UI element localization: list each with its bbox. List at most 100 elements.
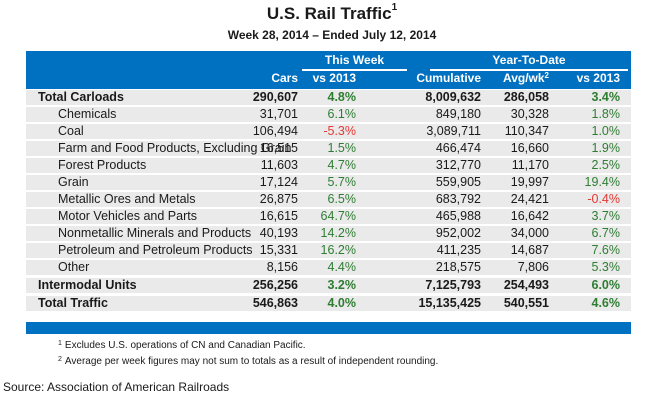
table-row: Nonmetallic Minerals and Products 40,193 1…: [26, 226, 631, 241]
cell-cars: 15,331: [259, 243, 298, 257]
cell-vs2013-ytd: 5.3%: [591, 260, 621, 274]
row-label: Motor Vehicles and Parts: [58, 209, 197, 223]
group-label: Year-To-Date: [492, 53, 566, 67]
table-row: Metallic Ores and Metals 26,875 6.5% 683,79…: [26, 192, 631, 207]
cell-avg-wk: 24,421: [510, 192, 549, 206]
cell-cars: 546,863: [252, 296, 298, 310]
cell-vs2013-week: 4.4%: [327, 260, 357, 274]
table-row: Grain 17,124 5.7% 559,905 19,997 19.4%: [26, 175, 631, 190]
cell-avg-wk: 30,328: [510, 107, 549, 121]
row-label: Petroleum and Petroleum Products: [58, 243, 253, 257]
cell-vs2013-week: 4.7%: [327, 158, 357, 172]
cell-cars: 8,156: [266, 260, 298, 274]
col-header-vs2013-ytd: vs 2013: [576, 71, 620, 85]
cell-avg-wk: 16,642: [510, 209, 549, 223]
table-row: Coal 106,494 -5.3% 3,089,711 110,347 1.0%: [26, 124, 631, 139]
title-text: U.S. Rail Traffic: [266, 4, 392, 23]
table-header: This Week Year-To-Date Cars vs 2013 Cumu…: [26, 51, 631, 89]
cell-cumulative: 465,988: [435, 209, 481, 223]
cell-cumulative: 218,575: [435, 260, 481, 274]
row-label: Total Carloads: [38, 90, 124, 104]
footnote-2: 2 Average per week figures may not sum to…: [58, 356, 438, 367]
cell-cumulative: 7,125,793: [425, 278, 481, 292]
cell-cars: 31,701: [259, 107, 298, 121]
cell-cars: 40,193: [259, 226, 298, 240]
cell-cars: 17,124: [259, 175, 298, 189]
cell-cars: 16,615: [259, 209, 298, 223]
cell-avg-wk: 19,997: [510, 175, 549, 189]
cell-avg-wk: 14,687: [510, 243, 549, 257]
cell-vs2013-ytd: 3.7%: [591, 209, 621, 223]
footnote-text: Excludes U.S. operations of CN and Canad…: [64, 340, 306, 351]
page-subtitle: Week 28, 2014 – Ended July 12, 2014: [227, 28, 437, 42]
table-footer-bar: [26, 322, 631, 334]
footnote-text: Average per week figures may not sum to …: [64, 356, 439, 367]
cell-vs2013-week: 4.0%: [327, 296, 357, 310]
table-row: Farm and Food Products, Excluding Grain 1…: [26, 141, 631, 156]
table-row: Petroleum and Petroleum Products 15,331 16…: [26, 243, 631, 258]
cell-avg-wk: 254,493: [503, 278, 549, 292]
footnote-1: 1 Excludes U.S. operations of CN and Cana…: [58, 340, 306, 351]
cell-cumulative: 952,002: [435, 226, 481, 240]
cell-cumulative: 466,474: [435, 141, 481, 155]
cell-vs2013-week: -5.3%: [323, 124, 356, 138]
footnote-mark: 1: [58, 340, 62, 347]
cell-vs2013-week: 5.7%: [327, 175, 357, 189]
title-footnote-mark: 1: [391, 2, 398, 13]
col-header-cumulative: Cumulative: [416, 71, 481, 85]
avg-footnote-mark: 2: [544, 71, 549, 80]
row-label: Nonmetallic Minerals and Products: [58, 226, 252, 240]
cell-cars: 290,607: [252, 90, 298, 104]
cell-vs2013-week: 3.2%: [327, 278, 357, 292]
row-label: Farm and Food Products, Excluding Grain: [58, 141, 292, 155]
cell-vs2013-ytd: 6.0%: [591, 278, 621, 292]
cell-avg-wk: 286,058: [503, 90, 549, 104]
cell-vs2013-week: 6.1%: [327, 107, 357, 121]
page-title: U.S. Rail Traffic1: [0, 2, 664, 24]
row-label: Intermodal Units: [38, 278, 137, 292]
cell-cumulative: 849,180: [435, 107, 481, 121]
cell-vs2013-week: 4.8%: [327, 90, 357, 104]
cell-avg-wk: 7,806: [517, 260, 549, 274]
row-label: Total Traffic: [38, 296, 108, 310]
group-header-ytd: Year-To-Date: [430, 53, 628, 71]
cell-cumulative: 559,905: [435, 175, 481, 189]
cell-cars: 106,494: [252, 124, 298, 138]
avg-wk-label: Avg/wk: [502, 71, 545, 85]
row-label: Metallic Ores and Metals: [58, 192, 196, 206]
cell-vs2013-week: 1.5%: [327, 141, 357, 155]
row-label: Coal: [58, 124, 84, 138]
cell-cumulative: 683,792: [435, 192, 481, 206]
cell-vs2013-ytd: 4.6%: [591, 296, 621, 310]
col-header-cars: Cars: [271, 71, 298, 85]
cell-avg-wk: 110,347: [504, 124, 549, 138]
group-header-this-week: This Week: [302, 53, 407, 71]
group-underline: [302, 69, 407, 71]
cell-vs2013-ytd: 1.0%: [591, 124, 621, 138]
cell-vs2013-ytd: 6.7%: [591, 226, 621, 240]
table-row: Total Traffic 546,863 4.0% 15,135,425 540,55…: [26, 296, 631, 311]
footnote-mark: 2: [58, 356, 62, 363]
cell-cumulative: 3,089,711: [426, 124, 481, 138]
cell-vs2013-ytd: 7.6%: [591, 243, 621, 257]
cell-vs2013-ytd: -0.4%: [587, 192, 620, 206]
cell-avg-wk: 16,660: [510, 141, 549, 155]
row-label: Forest Products: [58, 158, 147, 172]
cell-vs2013-ytd: 1.8%: [591, 107, 621, 121]
cell-cumulative: 312,770: [435, 158, 481, 172]
cell-avg-wk: 540,551: [503, 296, 549, 310]
cell-vs2013-ytd: 3.4%: [591, 90, 621, 104]
cell-cars: 11,603: [260, 158, 298, 172]
cell-vs2013-week: 64.7%: [320, 209, 356, 223]
table-row: Intermodal Units 256,256 3.2% 7,125,793 254,…: [26, 278, 631, 293]
table-row: Other 8,156 4.4% 218,575 7,806 5.3%: [26, 260, 631, 275]
cell-vs2013-ytd: 19.4%: [584, 175, 620, 189]
row-label: Grain: [58, 175, 89, 189]
cell-vs2013-ytd: 1.9%: [591, 141, 621, 155]
cell-vs2013-week: 16.2%: [320, 243, 356, 257]
cell-avg-wk: 34,000: [510, 226, 549, 240]
group-underline: [430, 69, 628, 71]
table-row: Total Carloads 290,607 4.8% 8,009,632 286,05…: [26, 90, 631, 105]
cell-cumulative: 8,009,632: [425, 90, 481, 104]
group-label: This Week: [324, 53, 385, 67]
